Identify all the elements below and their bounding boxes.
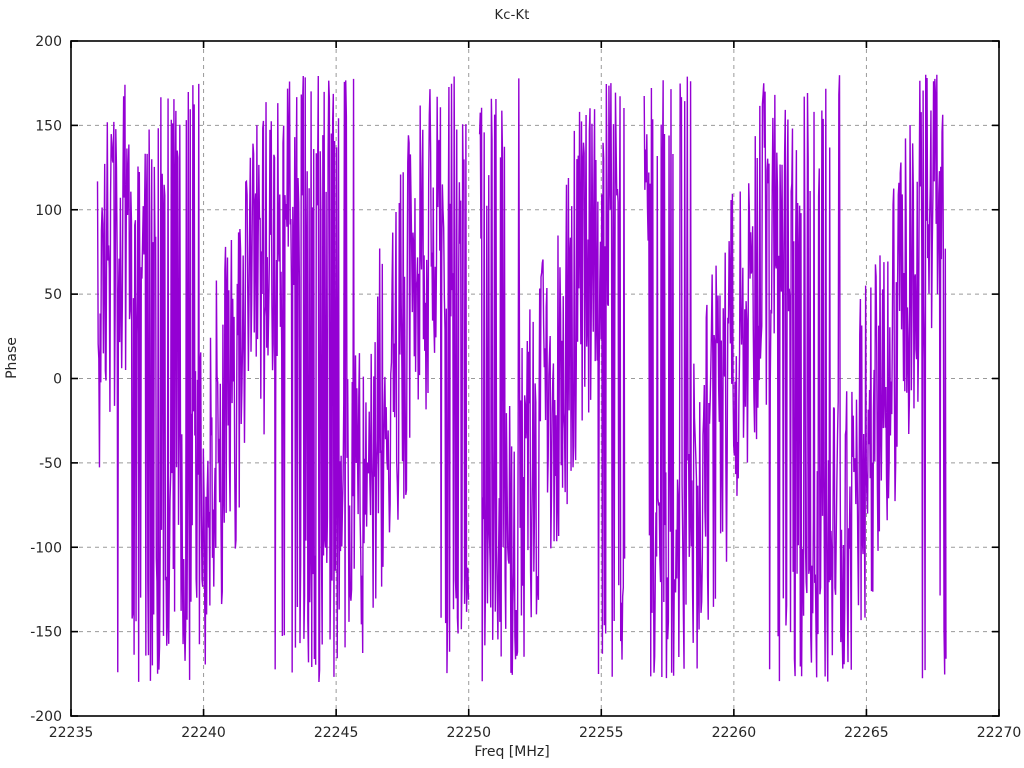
y-tick-label: 0 bbox=[53, 372, 62, 388]
y-tick-label: 200 bbox=[35, 34, 62, 50]
x-tick-label: 22240 bbox=[181, 725, 226, 741]
y-tick-label: -50 bbox=[39, 456, 62, 472]
x-axis-label: Freq [MHz] bbox=[474, 744, 550, 760]
x-tick-label: 22250 bbox=[446, 725, 491, 741]
y-tick-label: 150 bbox=[35, 118, 62, 134]
chart-title: Kc-Kt bbox=[494, 8, 530, 23]
x-tick-labels: 22235 22240 22245 22250 22255 22260 22265 22270 bbox=[49, 725, 1022, 741]
tick-marks bbox=[70, 40, 1000, 717]
x-tick-label: 22260 bbox=[712, 725, 757, 741]
y-tick-label: 100 bbox=[35, 203, 62, 219]
y-tick-label: 50 bbox=[44, 287, 62, 303]
y-tick-labels: -200 -150 -100 -50 0 50 100 150 200 bbox=[30, 34, 62, 725]
x-tick-label: 22245 bbox=[314, 725, 359, 741]
x-tick-label: 22235 bbox=[49, 725, 94, 741]
y-tick-label: -100 bbox=[30, 540, 62, 556]
y-tick-label: -200 bbox=[30, 709, 62, 725]
x-tick-label: 22270 bbox=[977, 725, 1022, 741]
y-tick-label: -150 bbox=[30, 625, 62, 641]
x-tick-label: 22255 bbox=[579, 725, 624, 741]
x-tick-label: 22265 bbox=[844, 725, 889, 741]
data-series-kc-kt bbox=[96, 74, 947, 682]
y-axis-label: Phase bbox=[4, 337, 20, 379]
